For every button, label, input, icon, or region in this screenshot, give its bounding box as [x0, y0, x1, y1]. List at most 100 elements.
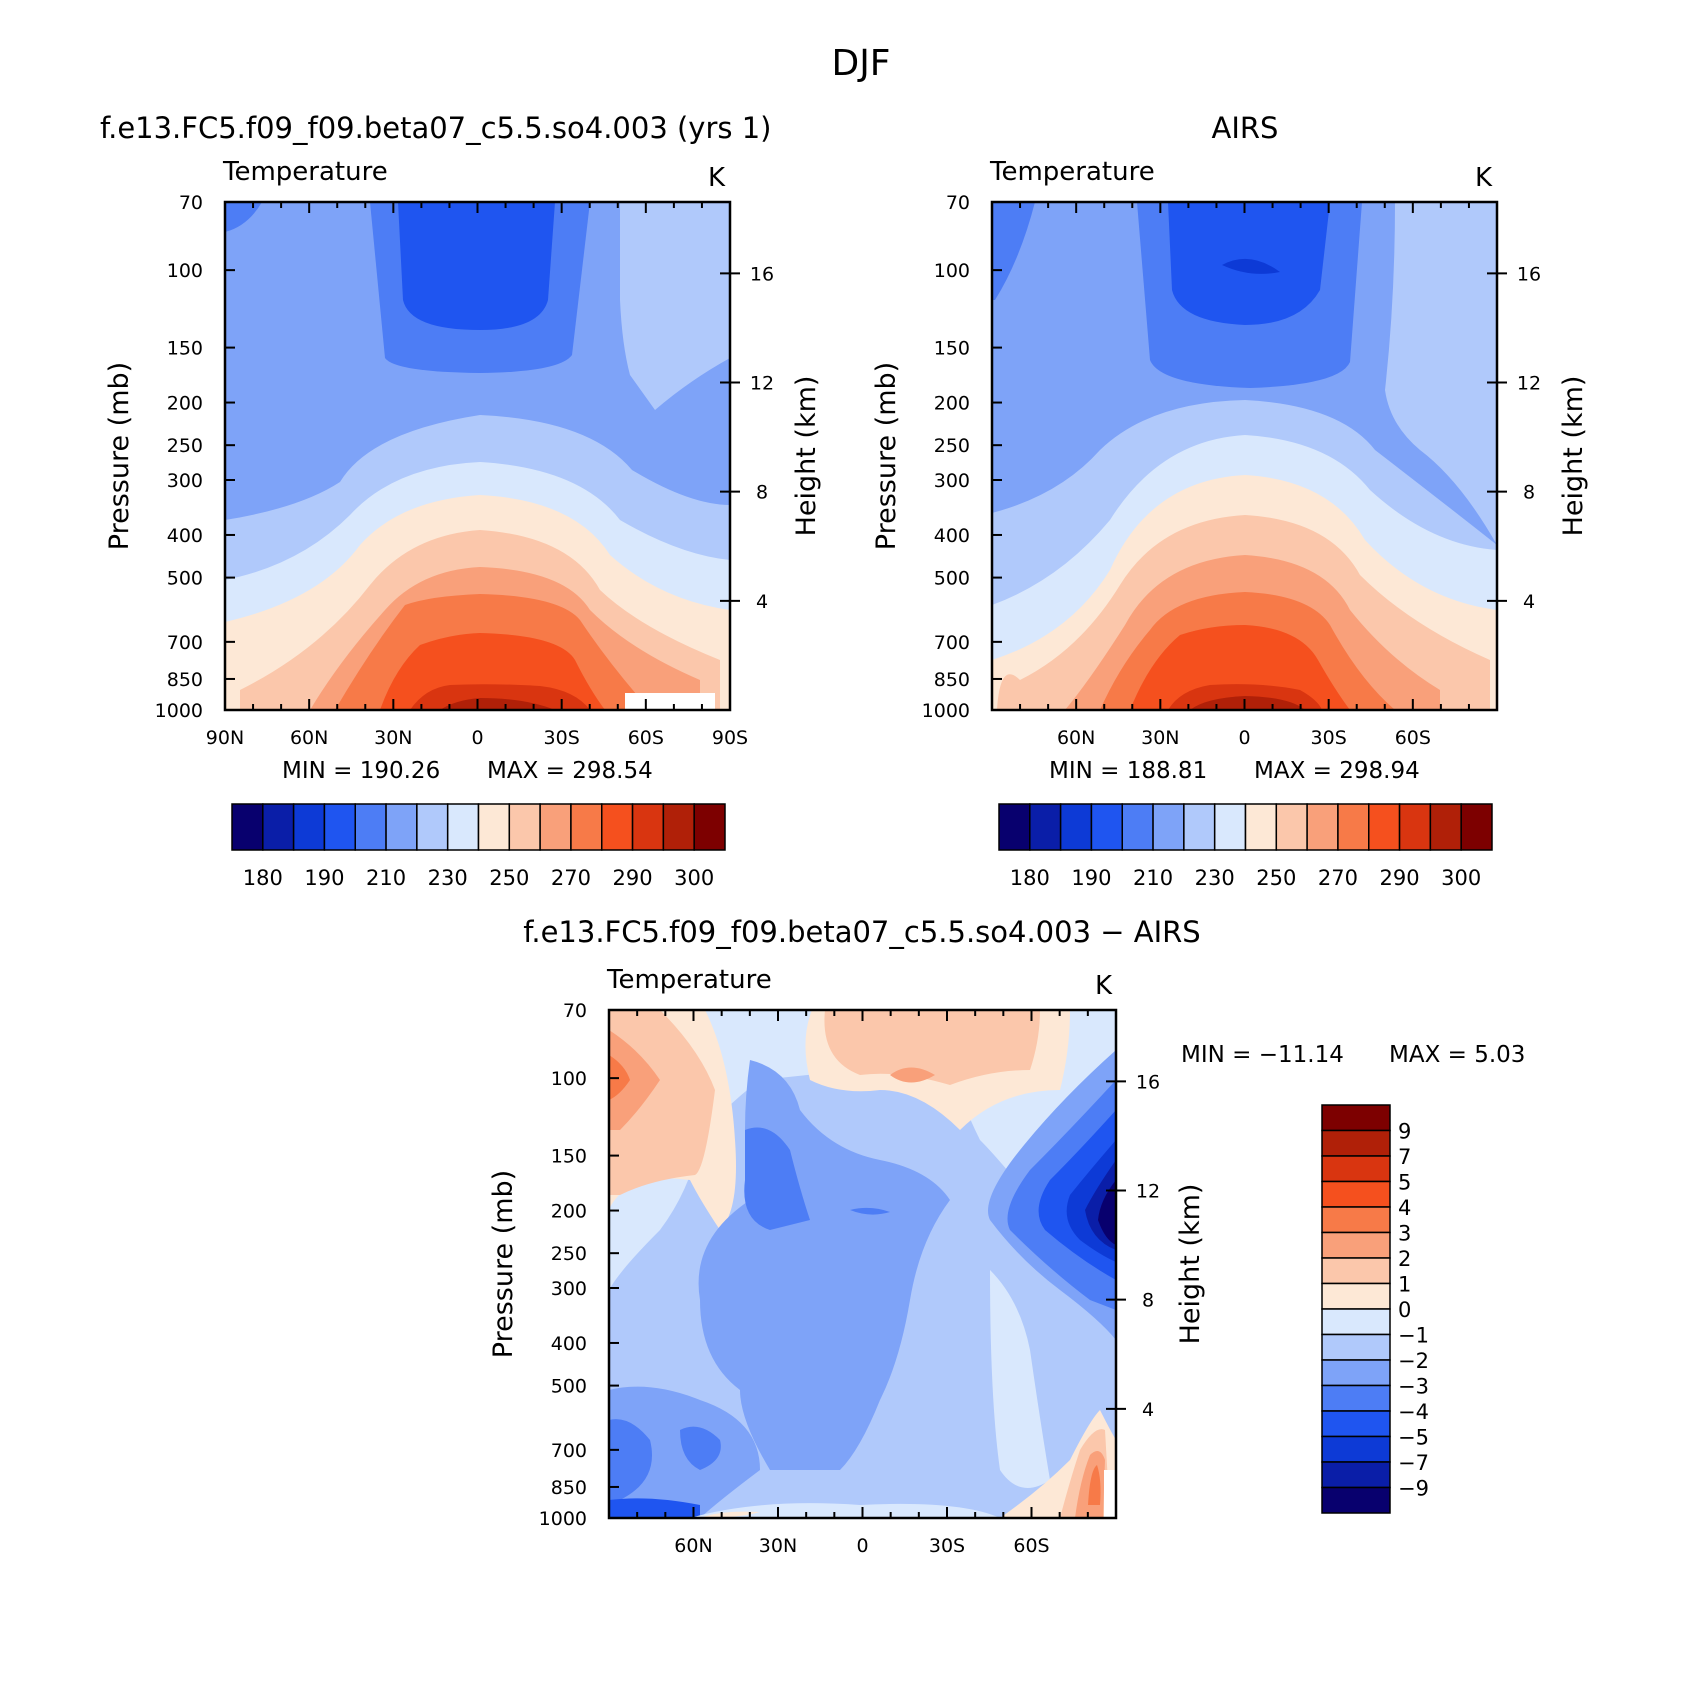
contour-band: [225, 202, 262, 232]
panel-model-colorbar: 180 190 210 230 250 270 290 300: [231, 803, 726, 890]
colorbar-swatch: [1275, 803, 1308, 851]
panel-diff-axes: 70 100 150 200 250 300 400 500 700 850 1000 16 12 8 4 6…: [539, 1000, 1160, 1557]
y-tick-label: 70: [563, 1000, 587, 1022]
colorbar-swatch: [1321, 1359, 1391, 1387]
panel-model-units: K: [708, 163, 726, 193]
colorbar-swatch: [446, 803, 480, 851]
colorbar-swatch: [1059, 803, 1093, 851]
colorbar-label: −3: [1398, 1375, 1429, 1399]
colorbar-label: 300: [674, 866, 714, 890]
colorbar-swatch: [1321, 1384, 1391, 1412]
colorbar-swatch: [693, 803, 726, 851]
panel-model-max: MAX = 298.54: [487, 758, 653, 784]
y-tick-label: 400: [934, 525, 970, 547]
contour-band: [890, 1067, 935, 1083]
colorbar-swatch: [662, 803, 695, 851]
panel-diff-min: MIN = −11.14: [1181, 1042, 1344, 1068]
colorbar-swatch: [1152, 803, 1185, 851]
figure-title: DJF: [831, 43, 890, 84]
contour-band: [700, 1511, 760, 1518]
y-tick-label: 100: [551, 1068, 587, 1090]
panel-model-min: MIN = 190.26: [282, 758, 440, 784]
colorbar-label: 180: [1010, 866, 1050, 890]
contour-band: [609, 1419, 652, 1500]
colorbar-swatch: [385, 803, 418, 851]
y-tick-label: 850: [167, 669, 203, 691]
y-tick-label: 400: [551, 1333, 587, 1355]
y2-tick-label: 16: [750, 263, 774, 285]
colorbar-label: 180: [243, 866, 283, 890]
y-tick-label: 150: [551, 1146, 587, 1168]
panel-model-ylabel-right: Height (km): [791, 376, 822, 537]
contour-band: [850, 1207, 890, 1215]
colorbar-swatch: [1321, 1410, 1391, 1438]
y2-tick-label: 4: [756, 591, 768, 613]
colorbar-label: 7: [1398, 1145, 1411, 1169]
colorbar-label: 4: [1398, 1196, 1411, 1220]
colorbar-label: 270: [551, 866, 591, 890]
colorbar-label: 190: [304, 866, 344, 890]
x-tick-label: 0: [856, 1535, 868, 1557]
y2-tick-label: 12: [750, 373, 774, 395]
colorbar-label: 0: [1398, 1298, 1411, 1322]
x-tick-label: 60N: [290, 727, 328, 749]
colorbar-swatch: [323, 803, 356, 851]
y-tick-label: 700: [167, 632, 203, 654]
colorbar-label: 9: [1398, 1120, 1411, 1144]
y-tick-label: 250: [934, 435, 970, 457]
y-tick-label: 70: [179, 192, 203, 214]
contour-band: [744, 1127, 810, 1230]
colorbar-label: 290: [1380, 866, 1420, 890]
contour-band: [620, 202, 730, 410]
colorbar-swatch: [1321, 1129, 1391, 1157]
colorbar-label: 250: [489, 866, 529, 890]
panel-diff-contours: [609, 1010, 1116, 1518]
x-tick-label: 60S: [1013, 1535, 1049, 1557]
x-tick-label: 60N: [1057, 727, 1095, 749]
colorbar-label: −4: [1398, 1400, 1429, 1424]
colorbar-swatch: [1321, 1435, 1391, 1463]
panel-obs-units: K: [1475, 163, 1493, 193]
y-tick-label: 1000: [539, 1508, 587, 1530]
missing-data-area: [1104, 1470, 1116, 1518]
colorbar-swatch: [1029, 803, 1062, 851]
colorbar-label: 210: [366, 866, 406, 890]
y-tick-label: 250: [551, 1243, 587, 1265]
panel-diff-max: MAX = 5.03: [1389, 1042, 1525, 1068]
panel-obs-ylabel: Pressure (mb): [871, 362, 902, 550]
contour-band: [398, 202, 555, 330]
colorbar-label: −5: [1398, 1426, 1429, 1450]
colorbar-label: −7: [1398, 1451, 1429, 1475]
colorbar-swatch: [1321, 1104, 1391, 1132]
colorbar-label: 250: [1256, 866, 1296, 890]
colorbar-swatch: [1368, 803, 1401, 851]
y-tick-label: 300: [934, 470, 970, 492]
colorbar-swatch: [477, 803, 511, 851]
panel-diff-units: K: [1095, 971, 1113, 1001]
y-tick-label: 200: [551, 1201, 587, 1223]
contour-band: [1088, 1465, 1101, 1505]
colorbar-swatch: [1183, 803, 1216, 851]
x-tick-label: 0: [1238, 727, 1250, 749]
x-tick-label: 30S: [544, 727, 580, 749]
colorbar-label: 230: [1195, 866, 1235, 890]
colorbar-swatch: [539, 803, 572, 851]
y2-tick-label: 4: [1523, 591, 1535, 613]
x-tick-label: 0: [471, 727, 483, 749]
x-tick-label: 30N: [374, 727, 412, 749]
colorbar-swatch: [1244, 803, 1278, 851]
colorbar-label: 290: [613, 866, 653, 890]
contour-band: [824, 1010, 1040, 1085]
x-tick-label: 60S: [1395, 727, 1431, 749]
y-tick-label: 400: [167, 525, 203, 547]
x-tick-label: 60N: [674, 1535, 712, 1557]
x-tick-label: 30S: [929, 1535, 965, 1557]
y2-tick-label: 16: [1517, 263, 1541, 285]
y-tick-label: 1000: [155, 700, 203, 722]
y-tick-label: 500: [167, 568, 203, 590]
panel-model-title: f.e13.FC5.f09_f09.beta07_c5.5.so4.003 (y…: [100, 111, 771, 145]
panel-diff-variable: Temperature: [606, 965, 772, 995]
panel-obs-colorbar: 180 190 210 230 250 270 290 300: [998, 803, 1493, 890]
panel-model-variable: Temperature: [222, 157, 388, 187]
colorbar-label: −9: [1398, 1477, 1429, 1501]
